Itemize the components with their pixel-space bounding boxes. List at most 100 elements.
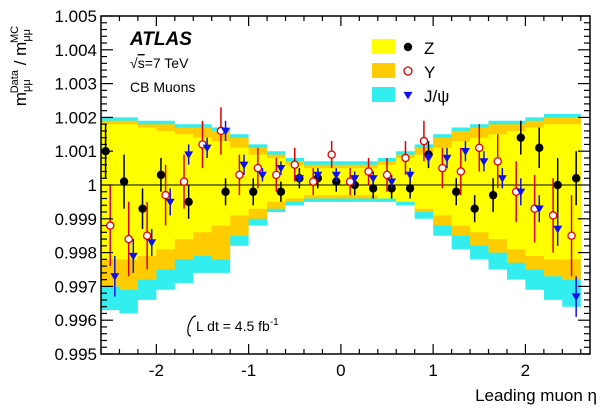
data-point xyxy=(294,175,304,183)
y-tick-label: 1.004 xyxy=(54,41,97,60)
data-point xyxy=(456,167,466,176)
luminosity-text: L dt = 4.5 fb xyxy=(196,318,270,334)
data-point xyxy=(276,187,286,196)
band-Z xyxy=(101,124,581,260)
data-point xyxy=(535,143,544,153)
data-point xyxy=(202,144,212,153)
data-point xyxy=(147,239,157,247)
legend-marker xyxy=(403,66,413,76)
data-point xyxy=(405,171,415,180)
data-point xyxy=(438,163,447,173)
data-point xyxy=(497,175,507,183)
x-tick-label: -2 xyxy=(149,361,164,380)
sqrt-sign: √ xyxy=(130,55,138,71)
data-point xyxy=(142,231,152,240)
legend-swatch-band xyxy=(372,63,395,78)
x-axis-title: Leading muon η xyxy=(475,386,597,405)
data-point xyxy=(161,190,170,200)
data-point xyxy=(442,154,452,163)
data-point xyxy=(221,127,231,136)
y-tick-label: 0.998 xyxy=(54,244,97,263)
data-point xyxy=(567,231,576,240)
data-point xyxy=(419,136,429,146)
data-point xyxy=(460,148,470,156)
data-point xyxy=(571,174,581,183)
axis-tick-labels: -2 -1 0 1 2 0.995 0.996 0.997 0.998 0.999 1 1.001 1.… xyxy=(54,7,530,380)
data-point xyxy=(138,204,147,213)
data-point xyxy=(308,177,318,186)
y-tick-label: 0.996 xyxy=(54,311,97,330)
data-point xyxy=(368,184,378,193)
data-point xyxy=(534,205,544,214)
data-point xyxy=(331,171,341,180)
data-point xyxy=(382,170,392,180)
data-point xyxy=(327,150,336,159)
data-point xyxy=(364,167,373,176)
y-tick-label: 1.003 xyxy=(54,75,97,94)
data-point xyxy=(571,293,581,302)
data-point xyxy=(184,197,193,207)
y-tick-label: 0.995 xyxy=(54,345,97,364)
data-point xyxy=(272,170,281,180)
data-point xyxy=(470,204,479,213)
series-2 xyxy=(105,107,576,277)
data-point xyxy=(253,163,263,173)
integral-sign xyxy=(187,315,197,337)
data-point xyxy=(368,175,378,183)
y-tick-label: 1.005 xyxy=(54,7,97,26)
x-tick-label: -1 xyxy=(241,361,256,380)
data-point xyxy=(184,151,194,160)
x-tick-label: 2 xyxy=(521,361,530,380)
legend-label: J/ψ xyxy=(424,87,449,106)
data-point xyxy=(239,161,249,170)
legend-swatch-band xyxy=(372,39,395,54)
data-point xyxy=(179,177,189,186)
atlas-label: ATLAS xyxy=(129,29,192,50)
data-point xyxy=(387,178,397,187)
data-point xyxy=(235,170,244,180)
data-point xyxy=(110,273,120,281)
x-tick-label: 1 xyxy=(428,361,437,380)
data-point xyxy=(401,153,410,163)
y-title-den-sub: μμ xyxy=(21,29,33,42)
y-tick-label: 1.001 xyxy=(54,142,97,161)
energy-sqrt-arg: s xyxy=(138,55,145,71)
data-point xyxy=(475,143,484,153)
axis-ticks xyxy=(100,15,590,355)
data-point xyxy=(493,157,502,166)
svg-text:√s=7 TeV: √s=7 TeV xyxy=(130,55,189,71)
y-tick-label: 1 xyxy=(88,176,97,195)
y-title-main-num: m xyxy=(11,92,30,106)
legend-label: Z xyxy=(424,39,434,58)
energy-label: √s=7 TeV xyxy=(130,55,189,71)
luminosity-label: L dt = 4.5 fb-1 xyxy=(196,317,279,334)
data-point xyxy=(119,177,129,186)
data-point xyxy=(345,177,355,186)
legend-swatch-band xyxy=(372,87,395,102)
data-point xyxy=(290,160,300,169)
data-point xyxy=(165,198,175,207)
legend-marker xyxy=(403,42,413,52)
data-point xyxy=(424,154,434,163)
data-point xyxy=(313,171,323,180)
luminosity-sup: -1 xyxy=(270,317,279,328)
data-point xyxy=(488,190,498,200)
data-point xyxy=(257,171,267,180)
y-title-num-sup: Data xyxy=(9,69,21,93)
data-point xyxy=(156,170,166,180)
x-tick-label: 0 xyxy=(336,361,345,380)
data-point xyxy=(548,211,558,220)
data-point xyxy=(276,164,286,173)
y-tick-label: 0.997 xyxy=(54,277,97,296)
selection-label: CB Muons xyxy=(130,79,195,95)
uncertainty-bands xyxy=(101,114,581,314)
energy-value: =7 TeV xyxy=(145,55,189,71)
y-title-slash: / xyxy=(11,56,30,70)
data-point xyxy=(516,133,526,142)
data-point xyxy=(553,225,563,234)
data-point xyxy=(124,234,133,244)
legend-label: Υ xyxy=(424,63,435,82)
legend: ZΥ J/ψ xyxy=(372,39,449,106)
data-point xyxy=(553,180,562,190)
